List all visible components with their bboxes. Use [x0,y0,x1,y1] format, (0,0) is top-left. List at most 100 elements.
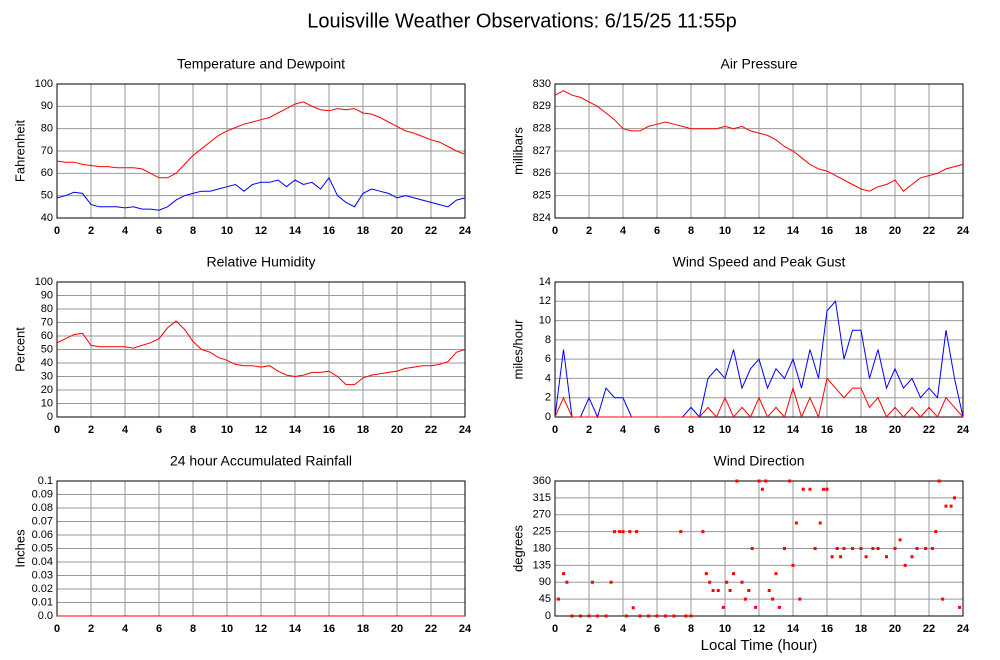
data-point [732,572,735,576]
data-point [596,614,599,618]
data-point [618,530,622,534]
y-tick-label: 8 [545,334,551,346]
x-tick-label: 8 [688,623,694,635]
data-point [684,614,688,618]
x-tick-label: 22 [923,623,935,635]
data-point [728,589,732,592]
x-tick-label: 18 [855,623,867,635]
y-axis-label: Inches [12,529,27,568]
y-tick-label: 90 [41,289,53,301]
data-point [949,504,953,508]
data-point [679,530,683,534]
y-tick-label: 50 [41,343,53,355]
x-tick-label: 22 [425,623,437,635]
x-tick-label: 6 [654,623,660,635]
data-point [851,547,854,550]
data-line [554,90,964,192]
panel-title: Temperature and Dewpoint [177,56,345,72]
y-tick-label: 100 [35,276,53,288]
data-point [628,530,632,534]
x-tick-label: 24 [957,225,970,237]
x-tick-label: 14 [289,623,302,635]
data-point [798,597,802,601]
x-tick-label: 0 [552,424,558,436]
x-tick-label: 8 [688,225,694,237]
y-tick-label: 825 [533,190,551,202]
x-tick-label: 16 [323,225,335,237]
data-point [725,580,729,584]
y-tick-label: 4 [545,372,551,384]
y-tick-label: 40 [41,357,53,369]
x-tick-label: 6 [156,225,162,237]
y-tick-label: 0 [545,411,551,423]
x-tick-label: 6 [654,225,660,237]
x-tick-label: 18 [855,424,867,436]
data-point [664,614,667,618]
y-tick-label: 0.07 [32,515,53,527]
data-point [871,547,875,550]
x-tick-label: 4 [122,623,129,635]
x-tick-label: 6 [156,424,162,436]
data-point [740,580,744,584]
data-point [624,614,628,618]
x-tick-label: 16 [821,225,833,237]
data-point [934,530,938,534]
x-tick-label: 16 [323,424,335,436]
y-tick-label: 0.06 [32,529,53,541]
page-title: Louisville Weather Observations: 6/15/25… [307,10,737,32]
y-tick-label: 0.04 [32,556,53,568]
data-point [735,479,739,483]
data-point [579,614,582,618]
data-point [635,530,639,534]
y-tick-label: 60 [41,330,53,342]
y-tick-label: 270 [533,509,551,521]
data-point [764,479,768,483]
x-tick-label: 24 [957,424,970,436]
x-tick-label: 10 [221,424,233,436]
data-point [915,547,919,550]
x-tick-label: 2 [88,623,94,635]
x-tick-label: 24 [459,623,472,635]
y-tick-label: 45 [539,593,551,605]
data-point [930,547,934,550]
data-point [941,597,945,601]
x-tick-label: 20 [391,424,403,436]
x-tick-label: 24 [459,225,472,237]
data-point [839,555,843,559]
y-tick-label: 40 [41,212,53,224]
x-tick-label: 14 [787,225,800,237]
y-tick-label: 135 [533,559,551,571]
y-tick-label: 80 [41,303,53,315]
data-point [830,555,834,559]
data-point [655,614,659,618]
data-point [556,597,560,601]
data-point [958,605,962,609]
x-axis-label: Local Time (hour) [701,637,818,654]
plot-frame [56,83,466,219]
y-tick-label: 0 [545,610,551,622]
y-axis-label: degrees [510,525,525,572]
data-point [791,563,795,567]
y-tick-label: 830 [533,78,551,90]
data-point [631,606,635,610]
x-tick-label: 8 [190,225,196,237]
y-tick-label: 2 [545,392,551,404]
data-point [704,572,708,576]
x-tick-label: 14 [787,623,800,635]
panel-title: Relative Humidity [207,254,316,270]
x-tick-label: 16 [821,623,833,635]
x-tick-label: 22 [923,225,935,237]
data-point [910,555,914,559]
x-tick-label: 24 [459,424,472,436]
data-point [754,605,758,609]
x-tick-label: 12 [255,623,267,635]
x-tick-label: 2 [88,225,94,237]
x-tick-label: 20 [889,424,901,436]
data-point [893,547,897,550]
data-point [903,563,907,567]
panel: 0 2 4 6 8 10 12 14 16 18 20 22 240102030405060708090… [12,254,472,436]
y-tick-label: 12 [539,295,551,307]
panel: 0 2 4 6 8 10 12 14 16 18 20 22 240.00.010.020.030.04… [12,453,472,635]
data-point [774,572,778,576]
